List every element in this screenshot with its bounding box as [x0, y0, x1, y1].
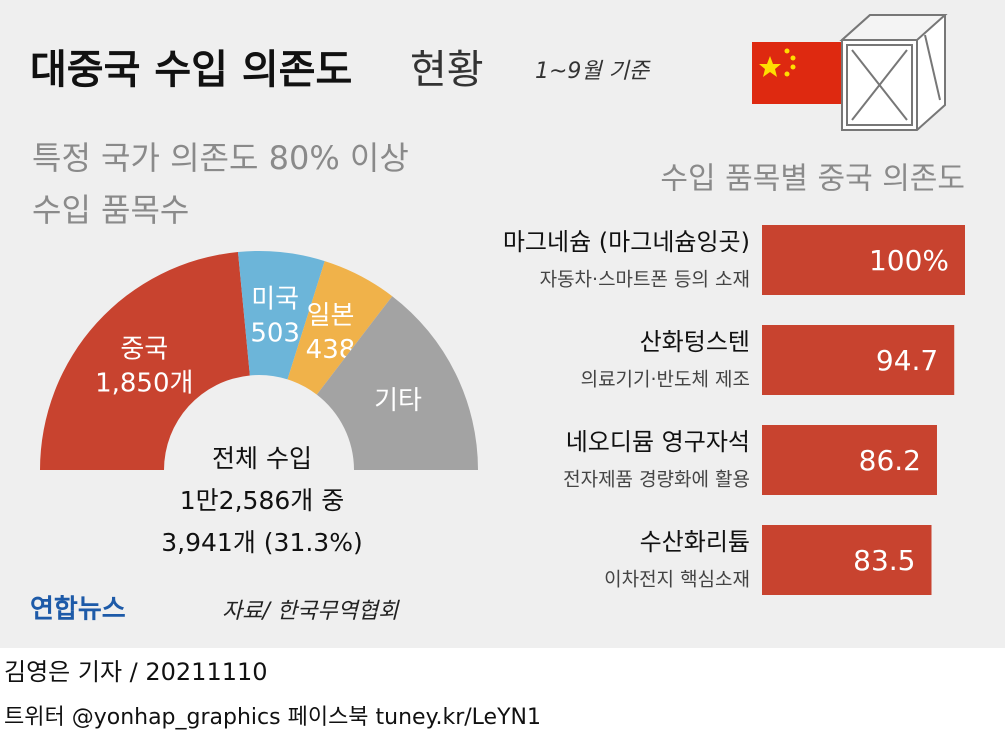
category-sublabel: 전자제품 경량화에 활용	[563, 469, 750, 491]
category-label: 산화텅스텐	[640, 328, 750, 356]
center-text: 전체 수입	[212, 444, 312, 473]
byline: 김영은 기자 / 20211110	[4, 658, 268, 686]
bar	[762, 425, 937, 495]
bar	[762, 325, 955, 395]
category-sublabel: 이차전지 핵심소재	[604, 569, 750, 591]
bar	[762, 225, 965, 295]
value-label: 94.7	[876, 344, 938, 377]
title: 대중국 수입 의존도	[30, 47, 352, 93]
center-text: 1만2,586개 중	[180, 486, 344, 515]
category-label: 수산화리튬	[640, 528, 750, 556]
logo: 연합뉴스	[30, 595, 126, 625]
category-label: 마그네슘 (마그네슘잉곳)	[503, 228, 750, 256]
segment-value-label: 503	[250, 318, 300, 348]
category-label: 네오디뮴 영구자석	[566, 428, 750, 456]
segment-value-label: 1,850개	[95, 368, 193, 398]
segment-label: 일본	[307, 301, 355, 331]
segment-label: 미국	[251, 284, 299, 314]
segment-label: 중국	[120, 334, 168, 364]
pie-segment	[316, 296, 478, 470]
pie-segment	[237, 250, 325, 380]
source: 자료/ 한국무역협회	[222, 599, 400, 624]
crate-icon	[839, 14, 948, 131]
bar-title: 수입 품목별 중국 의존도	[660, 162, 965, 197]
pie-title: 수입 품목수	[32, 191, 189, 229]
value-label: 86.2	[859, 444, 921, 477]
center-text: 3,941개 (31.3%)	[161, 528, 362, 557]
category-sublabel: 자동차·스마트폰 등의 소재	[540, 269, 750, 291]
pie-segment	[287, 261, 393, 395]
china-flag	[752, 42, 842, 104]
value-label: 83.5	[853, 544, 915, 577]
bar	[762, 525, 932, 595]
value-label: 100%	[869, 244, 949, 277]
social: 트위터 @yonhap_graphics 페이스북 tuney.kr/LeYN1	[4, 705, 541, 730]
pie-segment	[40, 252, 250, 470]
segment-label: 기타	[374, 386, 422, 416]
category-sublabel: 의료기기·반도체 제조	[581, 369, 750, 391]
pie-title: 특정 국가 의존도 80% 이상	[32, 139, 409, 177]
title-light: 현황	[410, 47, 484, 93]
date-note: 1~9월 기준	[535, 59, 651, 84]
